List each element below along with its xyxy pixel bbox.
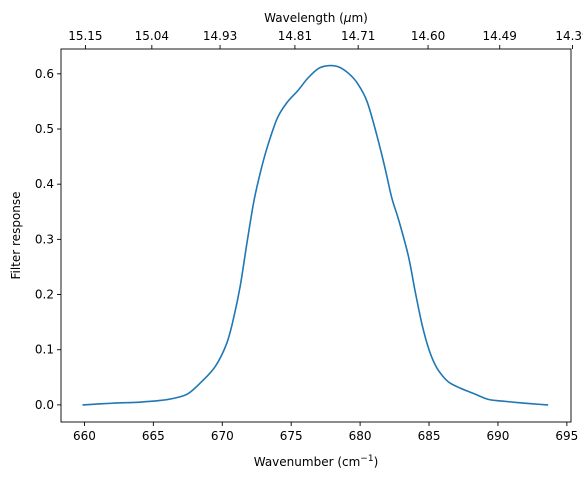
y-tick-label: 0.3 bbox=[35, 232, 54, 246]
top-tick-label: 14.39 bbox=[555, 29, 583, 43]
y-tick-label: 0.6 bbox=[35, 67, 54, 81]
y-axis-label: Filter response bbox=[9, 191, 23, 279]
top-tick-label: 14.60 bbox=[411, 29, 445, 43]
top-axis-label-suffix: m) bbox=[351, 11, 367, 25]
y-tick-label: 0.0 bbox=[35, 398, 54, 412]
y-tick-label: 0.2 bbox=[35, 288, 54, 302]
top-tick-label: 14.93 bbox=[203, 29, 237, 43]
y-tick-label: 0.4 bbox=[35, 177, 54, 191]
x-tick-label: 690 bbox=[486, 429, 509, 443]
x-axis-label-sup: −1 bbox=[360, 454, 373, 464]
top-axis-label-mu: μ bbox=[343, 11, 352, 25]
top-tick-label: 14.49 bbox=[483, 29, 517, 43]
series-line bbox=[82, 64, 549, 406]
ticks-layer: 660 665 670 675 680 685 690 695 0.0 0.1 0.2 0.3 0.4 0… bbox=[35, 29, 583, 443]
x-tick-label: 665 bbox=[142, 429, 165, 443]
top-tick-label: 14.71 bbox=[341, 29, 375, 43]
y-tick-label: 0.1 bbox=[35, 343, 54, 357]
plot-frame bbox=[60, 48, 572, 423]
x-tick-label: 675 bbox=[280, 429, 303, 443]
top-tick-label: 15.15 bbox=[68, 29, 102, 43]
x-axis-label-suffix: ) bbox=[374, 455, 379, 469]
x-tick-label: 670 bbox=[211, 429, 234, 443]
x-tick-label: 695 bbox=[555, 429, 578, 443]
top-tick-label: 14.81 bbox=[278, 29, 312, 43]
top-axis-label-main: Wavelength ( bbox=[264, 11, 344, 25]
x-tick-label: 660 bbox=[73, 429, 96, 443]
x-axis-label-main: Wavenumber (cm bbox=[254, 455, 361, 469]
x-tick-label: 685 bbox=[418, 429, 441, 443]
top-axis-label: Wavelength (μm) bbox=[264, 11, 368, 25]
top-tick-label: 15.04 bbox=[135, 29, 169, 43]
x-axis-label: Wavenumber (cm−1) bbox=[254, 454, 379, 469]
x-tick-label: 680 bbox=[349, 429, 372, 443]
y-tick-label: 0.5 bbox=[35, 122, 54, 136]
